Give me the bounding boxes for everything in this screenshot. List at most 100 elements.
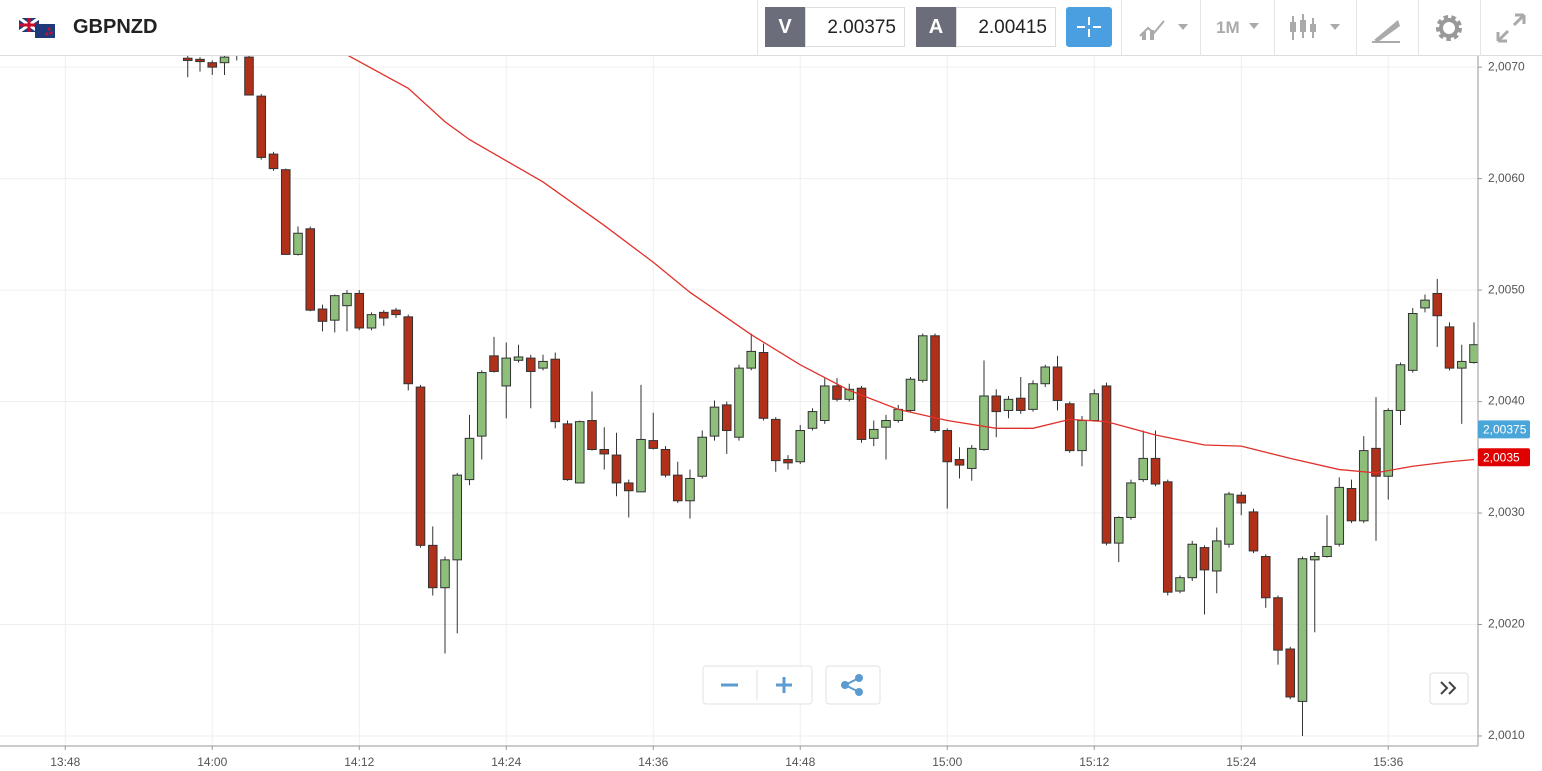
scroll-box bbox=[1429, 672, 1469, 705]
y-tick-label: 2,0060 bbox=[1488, 171, 1525, 185]
candle-body bbox=[1113, 516, 1124, 544]
candle-body bbox=[427, 544, 438, 589]
candle-body bbox=[893, 408, 904, 422]
y-tick-label: 2,0030 bbox=[1488, 505, 1525, 519]
candle-body bbox=[1420, 299, 1430, 309]
candle-body bbox=[1285, 648, 1296, 698]
separator bbox=[1200, 0, 1201, 56]
y-tick-label: 2,0020 bbox=[1488, 617, 1525, 631]
timeframe-arrow[interactable] bbox=[1248, 22, 1262, 32]
candle-body bbox=[464, 437, 475, 481]
candle-body bbox=[1028, 383, 1038, 410]
candle-body bbox=[930, 335, 940, 432]
price-marker-label: 2,00375 bbox=[1483, 423, 1527, 437]
candle-body bbox=[317, 308, 328, 322]
candle-body bbox=[525, 357, 536, 372]
candle-body bbox=[342, 292, 352, 307]
separator bbox=[1418, 0, 1419, 56]
separator bbox=[1356, 0, 1357, 56]
candle-body bbox=[611, 454, 622, 484]
fullscreen-button[interactable] bbox=[1494, 11, 1528, 45]
separator bbox=[1274, 0, 1275, 56]
candle-body bbox=[783, 459, 793, 464]
chart-type-button[interactable] bbox=[1136, 8, 1196, 48]
candle-body bbox=[1175, 577, 1185, 592]
candle-body bbox=[942, 430, 953, 463]
candle-body bbox=[966, 447, 977, 469]
candle-body bbox=[1150, 457, 1161, 485]
plot-area bbox=[182, 56, 1478, 736]
ask-price[interactable]: 2.00415 bbox=[956, 7, 1056, 47]
x-tick-label: 14:24 bbox=[491, 755, 521, 769]
bid-price[interactable]: 2.00375 bbox=[805, 7, 905, 47]
x-tick-label: 15:36 bbox=[1373, 755, 1403, 769]
candle-body bbox=[1358, 450, 1369, 522]
candle-body bbox=[1040, 366, 1051, 385]
settings-button[interactable] bbox=[1432, 11, 1466, 45]
draw-tool-button[interactable] bbox=[1370, 12, 1404, 46]
candle-body bbox=[1224, 493, 1234, 545]
toolbar: GBPNZD V 2.00375 A 2.00415 1M bbox=[0, 0, 1542, 56]
crosshair-button[interactable] bbox=[1066, 7, 1112, 47]
scroll-latest[interactable] bbox=[1440, 681, 1457, 695]
candle-body bbox=[1199, 547, 1210, 571]
candle-body bbox=[868, 428, 879, 439]
x-tick-label: 14:12 bbox=[344, 755, 374, 769]
candle-body bbox=[758, 352, 769, 419]
candle-body bbox=[685, 477, 695, 502]
candle-body bbox=[1456, 360, 1467, 369]
candle-body bbox=[293, 232, 303, 255]
candle-body bbox=[378, 311, 389, 319]
candle-body bbox=[391, 309, 401, 316]
x-tick-label: 14:36 bbox=[638, 755, 668, 769]
candle-body bbox=[1101, 385, 1112, 544]
y-tick-label: 2,0050 bbox=[1488, 282, 1525, 296]
candle-body bbox=[1077, 420, 1087, 452]
share-button[interactable] bbox=[841, 674, 863, 696]
candle-body bbox=[844, 388, 855, 400]
x-tick-label: 13:48 bbox=[50, 755, 80, 769]
candle-body bbox=[1383, 409, 1394, 477]
candle-body bbox=[819, 385, 830, 422]
candle-body bbox=[746, 350, 757, 369]
candle-body bbox=[1015, 397, 1026, 411]
y-tick-label: 2,0010 bbox=[1488, 728, 1525, 742]
candle-body bbox=[917, 335, 928, 381]
zoom-in[interactable] bbox=[776, 677, 792, 693]
candle-body bbox=[513, 356, 524, 361]
candle-body bbox=[672, 474, 683, 502]
axes: 2,0010 2,0020 2,0030 2,0040 2,0050 2,0060 2,00… bbox=[50, 59, 1530, 769]
candle-body bbox=[795, 430, 806, 463]
candle-body bbox=[1334, 486, 1345, 545]
candle-body bbox=[599, 448, 610, 455]
x-tick-label: 15:24 bbox=[1226, 755, 1256, 769]
candle-body bbox=[440, 559, 450, 589]
candle-body bbox=[991, 395, 1002, 413]
flag-icon bbox=[19, 16, 55, 38]
ask-label: A bbox=[916, 7, 956, 47]
candle-body bbox=[697, 436, 708, 477]
y-tick-label: 2,0070 bbox=[1488, 59, 1525, 73]
candle-body bbox=[550, 358, 561, 423]
timeframe[interactable]: 1M bbox=[1216, 18, 1240, 37]
candle-body bbox=[623, 482, 634, 492]
candle-body bbox=[1444, 326, 1455, 369]
candle-body bbox=[734, 367, 744, 438]
candle-body bbox=[856, 387, 867, 440]
candle-body bbox=[1187, 543, 1198, 579]
candle-body bbox=[1064, 403, 1075, 452]
candle-body bbox=[1432, 292, 1443, 317]
candle-body bbox=[1248, 511, 1259, 552]
candle-body bbox=[562, 423, 573, 481]
candle-body bbox=[770, 418, 781, 462]
candle-body bbox=[574, 421, 585, 484]
candle-body bbox=[881, 420, 891, 428]
candle-body bbox=[403, 316, 414, 385]
candle-body bbox=[587, 420, 597, 450]
candle-body bbox=[1273, 597, 1283, 651]
candle-body bbox=[1322, 545, 1332, 558]
candle-style-button[interactable] bbox=[1288, 8, 1348, 48]
candle-body bbox=[1346, 488, 1357, 522]
candle-body bbox=[476, 372, 487, 437]
candle-body bbox=[648, 440, 659, 449]
